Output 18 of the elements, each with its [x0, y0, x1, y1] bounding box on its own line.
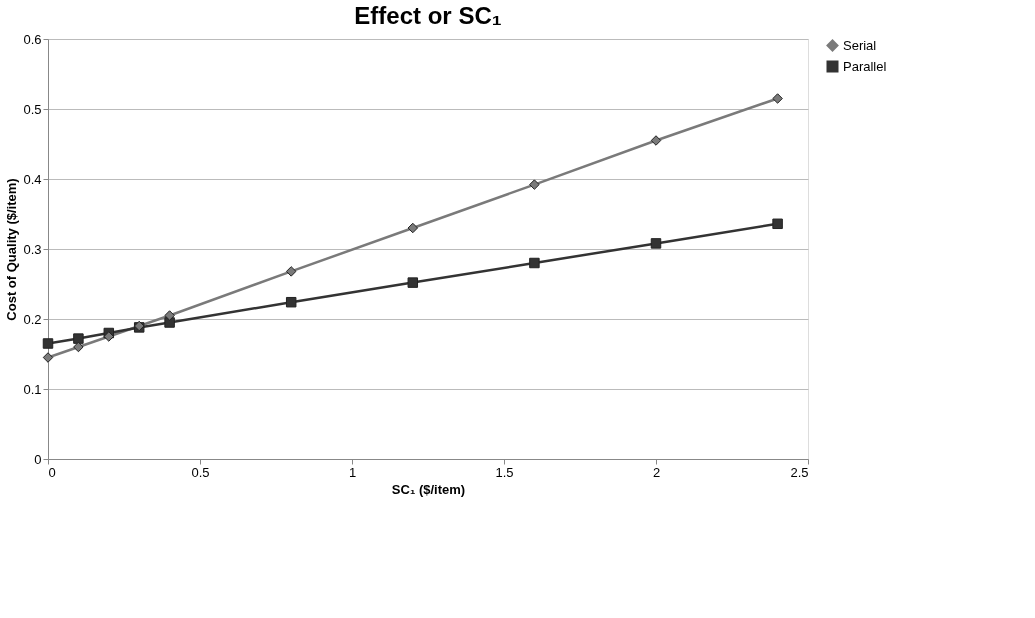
x-tick-label: 0.5 — [191, 464, 210, 480]
x-tick-label: 2 — [652, 464, 661, 480]
x-tick-label: 0 — [48, 464, 56, 480]
y-axis-title: Cost of Quality ($/item) — [4, 178, 20, 321]
y-tick-label: 0.1 — [23, 381, 42, 397]
y-tick-label: 0.6 — [23, 31, 42, 47]
x-tick-label: 1.5 — [495, 464, 514, 480]
chart-title: Effect or SC₁ — [354, 2, 502, 29]
y-tick-label: 0 — [34, 451, 42, 467]
x-tick-label: 2.5 — [790, 464, 809, 480]
x-tick-label: 1 — [348, 464, 357, 480]
y-tick-label: 0.4 — [23, 171, 42, 187]
y-tick-label: 0.2 — [23, 311, 42, 327]
y-tick-label: 0.5 — [23, 101, 42, 117]
legend-label: Parallel — [843, 58, 887, 74]
legend-label: Serial — [843, 37, 877, 53]
y-tick-label: 0.3 — [23, 241, 42, 257]
x-axis-title: SC₁ ($/item) — [391, 481, 466, 497]
